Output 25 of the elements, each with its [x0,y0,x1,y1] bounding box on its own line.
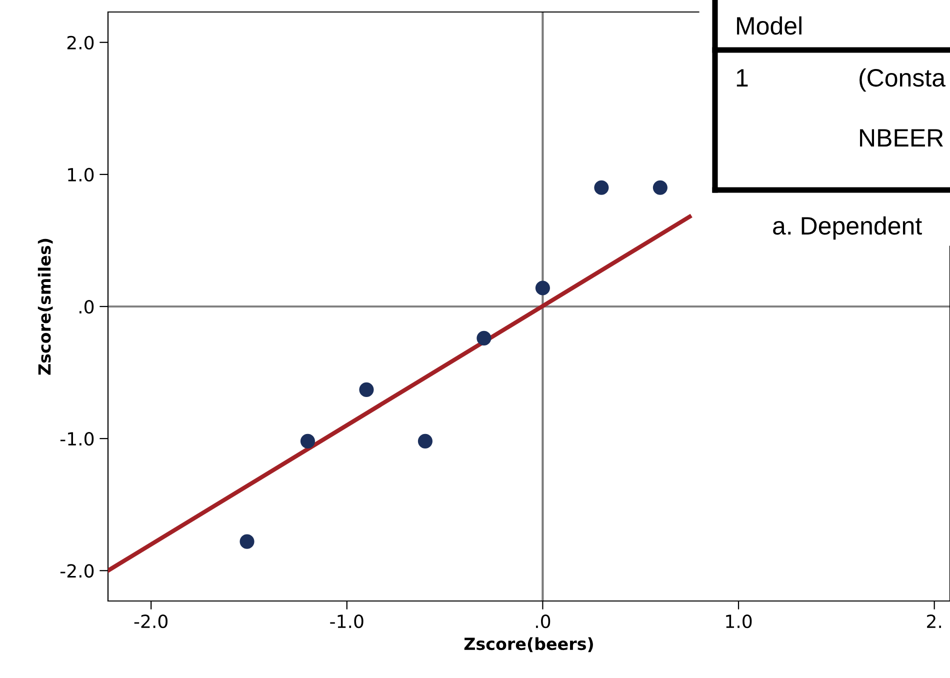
y-tick-label: .0 [80,300,94,314]
point [535,280,550,296]
x-tick-label: 2. [927,614,941,628]
annotation: Model [737,16,802,35]
point [652,180,668,195]
point [594,180,609,195]
x-tick-label: .0 [536,614,550,628]
x-tick-label: -2.0 [134,614,168,628]
annotation: a. Dependent [773,216,922,240]
y-tick-label: 1.0 [68,168,94,182]
point [300,434,316,448]
x-tick-label: -1.0 [330,614,364,628]
point [359,382,374,397]
point [476,330,492,346]
point [418,434,432,448]
y-tick-label: -1.0 [60,432,94,446]
annotation: 1 [736,69,748,86]
point [240,534,254,549]
annotation: NBEER [860,129,943,146]
y-axis-title: Zscore(smiles) [38,238,53,375]
y-tick-label: 2.0 [67,36,94,50]
annotation: (Consta [860,68,946,92]
x-tick-label: 1.0 [726,614,752,628]
x-axis-title: Zscore(beers) [464,637,593,652]
y-tick-label: -2.0 [60,564,94,578]
